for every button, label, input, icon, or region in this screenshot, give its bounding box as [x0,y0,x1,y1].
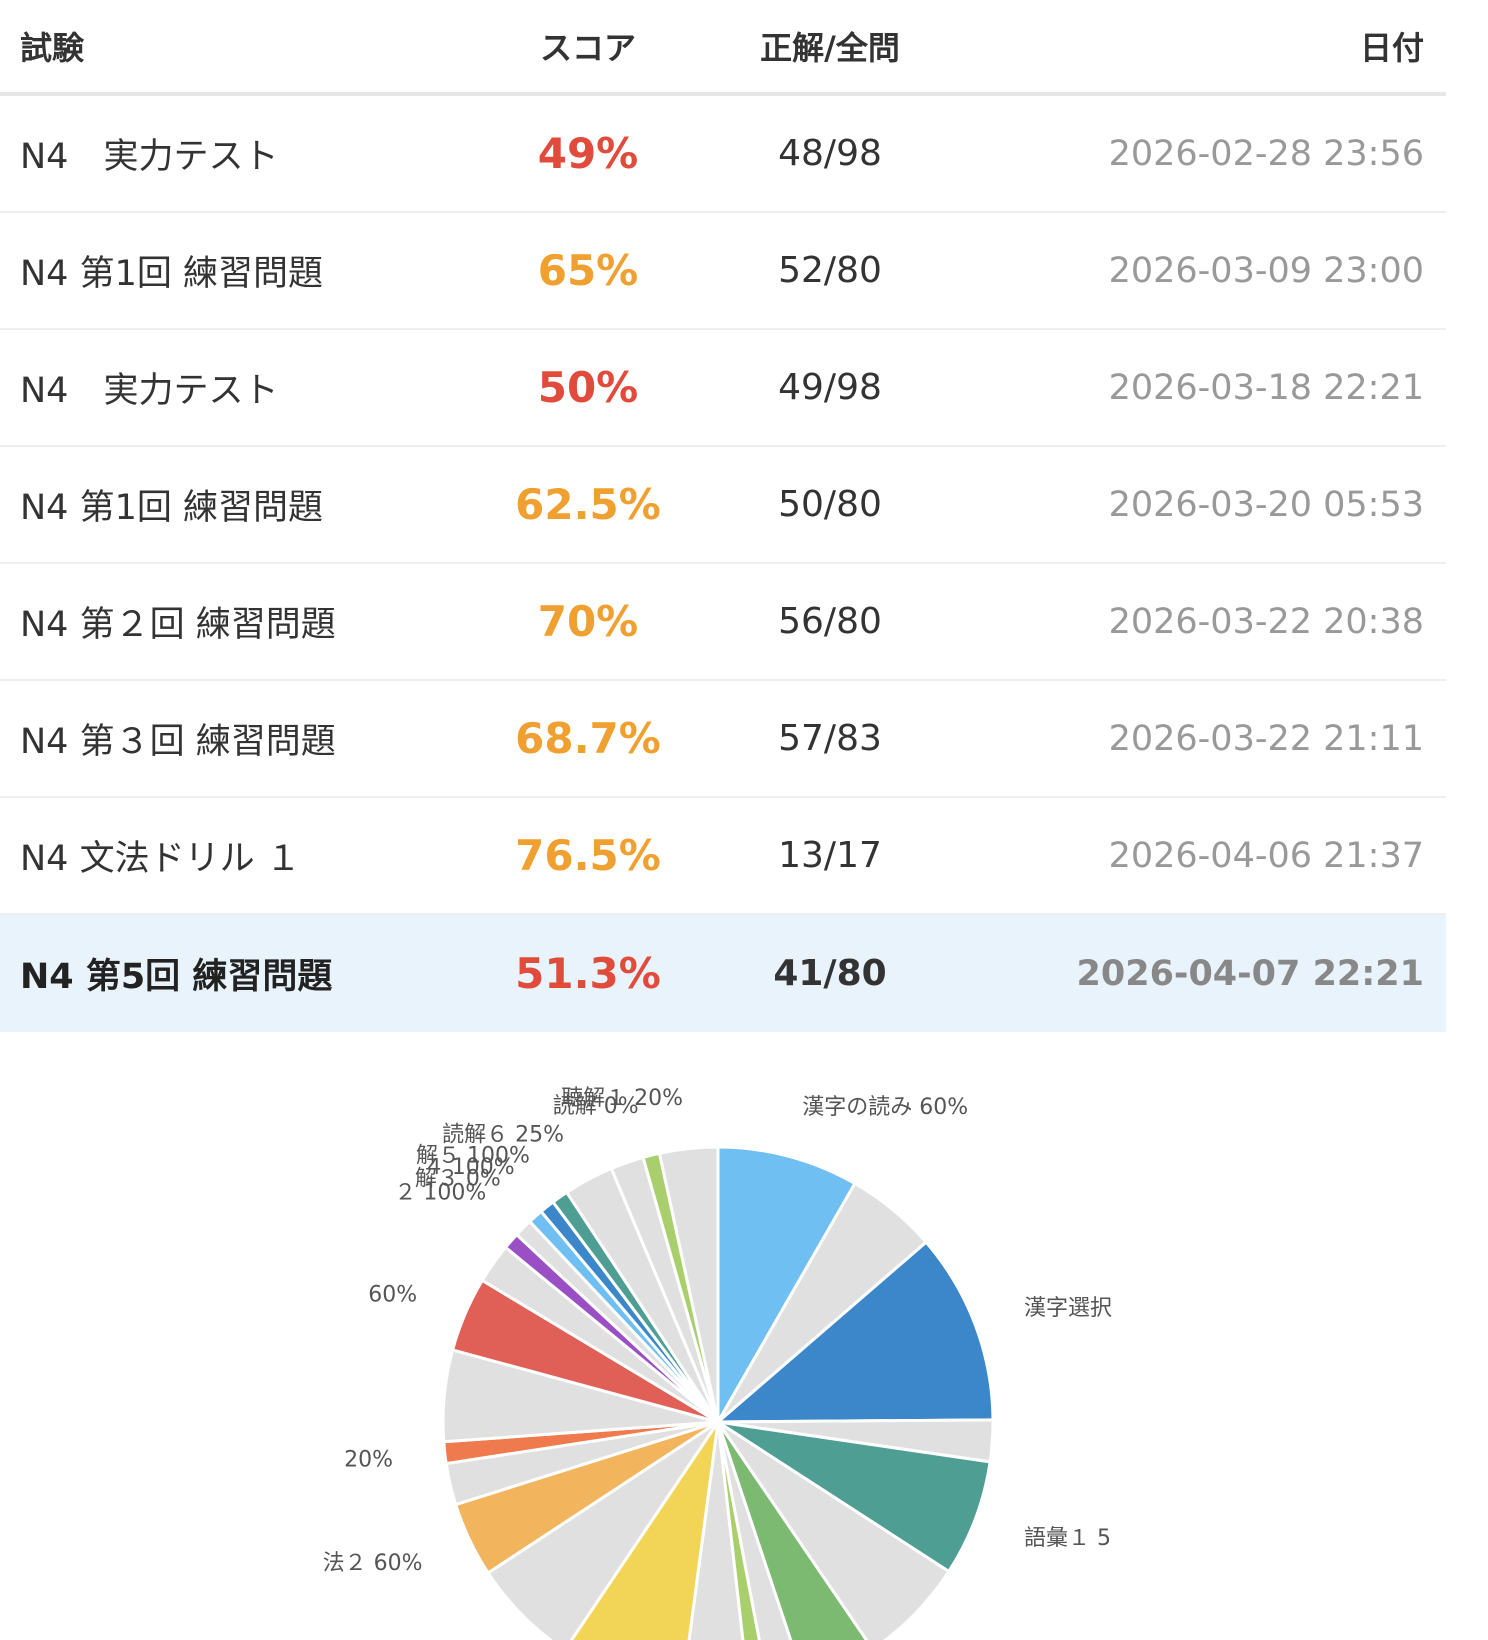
header-exam: 試験 [20,29,85,67]
pie-label: ２ 100% [394,1180,486,1205]
pie-slice[interactable] [565,1421,720,1640]
exam-name: N4 実力テスト [20,371,279,411]
score-value: 62.5% [515,480,661,529]
table-row[interactable]: N4 実力テスト 49% 48/98 2026-02-28 23:56 [0,96,1446,213]
pie-slice[interactable] [657,1145,720,1423]
pie-label: 60% [368,1283,417,1308]
exam-name: N4 第３回 練習問題 [20,722,336,762]
score-value: 76.5% [515,831,661,880]
score-value: 65% [537,246,639,295]
pie-label: ４ 100% [423,1155,515,1180]
pie-label: 聴解１ 20% [561,1086,683,1111]
pie-slice[interactable] [682,1421,749,1640]
correct-total: 13/17 [778,835,882,876]
correct-total: 56/80 [778,601,882,642]
exam-date: 2026-04-07 22:21 [1076,953,1424,994]
exam-date: 2026-03-09 23:00 [1108,250,1424,291]
exam-name: N4 第２回 練習問題 [20,605,336,645]
table-header: 試験 スコア 正解/全問 日付 [0,0,1446,96]
correct-total: 48/98 [778,133,882,174]
pie-label: 漢字の読み 60% [802,1095,968,1120]
exam-name: N4 第1回 練習問題 [20,488,323,528]
pie-label: 解５ 100% [416,1144,530,1169]
category-pie-chart: 漢字の読み 60% 漢字選択語彙１ 5 法２ 60% 20% 60% ２ 100% 解３ 0… [0,1035,1446,1640]
score-value: 68.7% [515,714,661,763]
score-value: 50% [537,363,639,412]
results-table: 試験 スコア 正解/全問 日付 N4 実力テスト 49% 48/98 2026-02-… [0,0,1446,1032]
pie-slice[interactable] [716,1421,873,1640]
pie-label: 漢字選択 [1024,1296,1112,1321]
table-row[interactable]: N4 第３回 練習問題 68.7% 57/83 2026-03-22 21:11 [0,681,1446,798]
exam-date: 2026-02-28 23:56 [1108,133,1424,174]
pie-slice[interactable] [716,1420,951,1640]
pie-slice[interactable] [713,1240,995,1424]
header-date: 日付 [1359,29,1424,67]
score-value: 49% [537,129,639,178]
table-row[interactable]: N4 第1回 練習問題 65% 52/80 2026-03-09 23:00 [0,213,1446,330]
pie-label: 読解６ 25% [442,1123,564,1148]
exam-date: 2026-03-20 05:53 [1108,484,1424,525]
table-body: N4 実力テスト 49% 48/98 2026-02-28 23:56 N4 第1回 練… [0,96,1446,1032]
header-correct-total: 正解/全問 [760,29,900,67]
table-row[interactable]: N4 文法ドリル １ 76.5% 13/17 2026-04-06 21:37 [0,798,1446,915]
table-row[interactable]: N4 第２回 練習問題 70% 56/80 2026-03-22 20:38 [0,564,1446,681]
table-row[interactable]: N4 第1回 練習問題 62.5% 50/80 2026-03-20 05:53 [0,447,1446,564]
exam-date: 2026-03-18 22:21 [1108,367,1424,408]
score-value: 70% [537,597,639,646]
exam-name: N4 実力テスト [20,137,279,177]
pie-label: 語彙１ 5 [1024,1526,1111,1551]
exam-name: N4 第5回 練習問題 [20,957,333,997]
correct-total: 50/80 [778,484,882,525]
pie-label: 20% [344,1448,393,1473]
pie-label: 法２ 60% [323,1551,423,1576]
exam-name: N4 第1回 練習問題 [20,254,323,294]
header-score: スコア [539,29,636,67]
pie-slice[interactable] [717,1420,992,1574]
exam-date: 2026-03-22 21:11 [1108,718,1424,759]
correct-total: 52/80 [778,250,882,291]
exam-date: 2026-04-06 21:37 [1108,835,1424,876]
correct-total: 49/98 [778,367,882,408]
table-row[interactable]: N4 第5回 練習問題 51.3% 41/80 2026-04-07 22:21 [0,915,1446,1032]
table-row[interactable]: N4 実力テスト 50% 49/98 2026-03-18 22:21 [0,330,1446,447]
pie-label: 読解 0% [553,1094,639,1119]
pie-label: 解３ 0% [415,1167,501,1192]
exam-name: N4 文法ドリル １ [20,839,301,879]
pie-slice[interactable] [716,1421,805,1640]
exam-date: 2026-03-22 20:38 [1108,601,1424,642]
score-value: 51.3% [515,949,661,998]
correct-total: 41/80 [773,953,887,994]
pie-slice[interactable] [716,1145,857,1428]
correct-total: 57/83 [778,718,882,759]
